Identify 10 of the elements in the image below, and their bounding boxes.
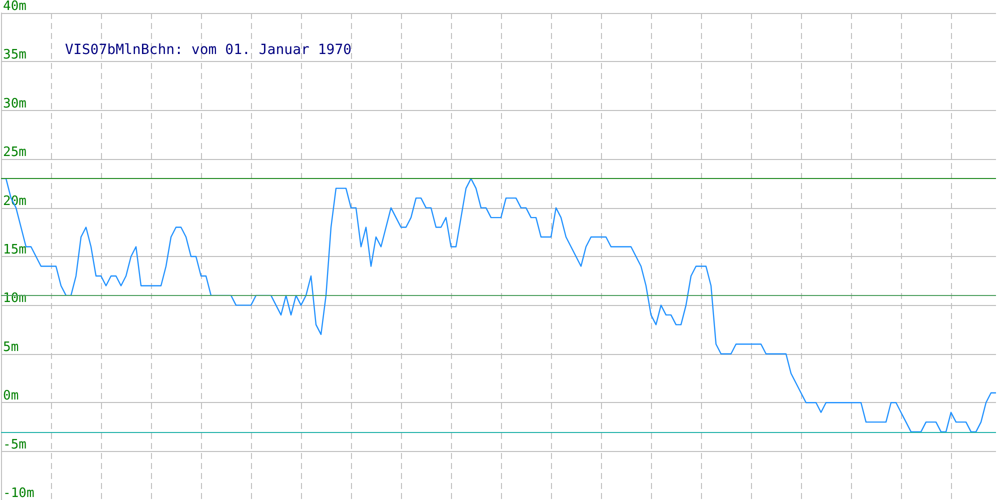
y-tick-label: 25m — [3, 145, 27, 160]
y-tick-label: 40m — [3, 0, 27, 14]
y-tick-label: -5m — [3, 437, 27, 452]
y-tick-label: -10m — [3, 486, 34, 500]
y-tick-label: 5m — [3, 340, 19, 355]
text: VIS07bMlnBchn: vom 01. Januar 1970 — [65, 42, 352, 58]
y-tick-label: 35m — [3, 48, 27, 63]
y-tick-label: 15m — [3, 242, 27, 258]
y-tick-label: 30m — [3, 96, 27, 112]
y-tick-label: 0m — [3, 388, 19, 404]
